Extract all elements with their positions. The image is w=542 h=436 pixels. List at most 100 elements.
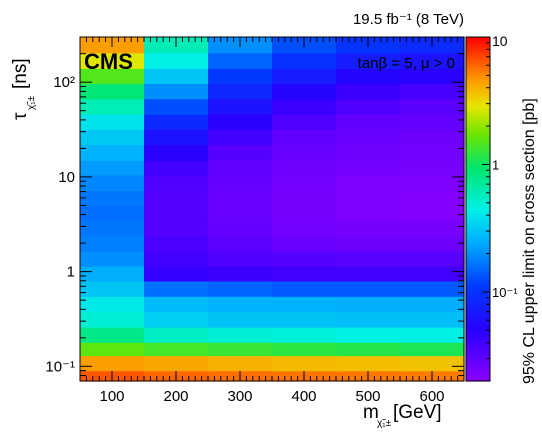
heatmap-cell: [400, 280, 465, 297]
heatmap-cell: [400, 83, 465, 100]
colorbar-step: [466, 57, 490, 60]
heatmap-cell: [272, 311, 337, 328]
colorbar-step: [466, 81, 490, 84]
colorbar-step: [466, 313, 490, 316]
heatmap-cell: [336, 311, 401, 328]
z-tick-label: 1: [492, 157, 499, 172]
colorbar-step: [466, 99, 490, 102]
x-tick-label: 300: [227, 388, 252, 405]
colorbar-step: [466, 61, 490, 64]
colorbar-step: [466, 351, 490, 354]
colorbar-step: [466, 201, 490, 204]
colorbar-step: [466, 127, 490, 130]
colorbar-step: [466, 375, 490, 378]
colorbar-step: [466, 55, 490, 58]
colorbar-step: [466, 79, 490, 82]
heatmap-cell: [272, 129, 337, 146]
heatmap-cell: [400, 129, 465, 146]
heatmap-cell: [208, 235, 273, 252]
heatmap-cell: [336, 265, 401, 282]
heatmap-cell: [208, 144, 273, 161]
colorbar-step: [466, 287, 490, 290]
colorbar-step: [466, 39, 490, 42]
colorbar-step: [466, 143, 490, 146]
heatmap-cell: [336, 355, 401, 372]
colorbar-step: [466, 215, 490, 218]
colorbar-step: [466, 255, 490, 258]
heatmap-cell: [400, 98, 465, 115]
heatmap-cell: [336, 144, 401, 161]
colorbar-step: [466, 213, 490, 216]
colorbar-step: [466, 319, 490, 322]
heatmap-cell: [336, 114, 401, 130]
colorbar-step: [466, 311, 490, 314]
x-tick-label: 600: [419, 388, 444, 405]
colorbar-step: [466, 371, 490, 374]
colorbar-step: [466, 259, 490, 262]
heatmap-cell: [272, 251, 337, 267]
heatmap-cell: [400, 235, 465, 252]
colorbar-step: [466, 331, 490, 334]
x-tick-label: 500: [355, 388, 380, 405]
colorbar-step: [466, 131, 490, 134]
heatmap-cell: [208, 129, 273, 146]
heatmap-cell: [400, 311, 465, 328]
colorbar-step: [466, 179, 490, 182]
colorbar-step: [466, 373, 490, 376]
colorbar-step: [466, 183, 490, 186]
heatmap-cell: [80, 174, 145, 192]
colorbar-step: [466, 41, 490, 44]
colorbar-step: [466, 203, 490, 206]
z-tick-label: 10: [492, 33, 508, 49]
colorbar-step: [466, 165, 490, 168]
colorbar-step: [466, 243, 490, 246]
colorbar-step: [466, 323, 490, 326]
heatmap-cell: [144, 355, 209, 372]
colorbar-step: [466, 295, 490, 298]
heatmap-cell: [400, 174, 465, 192]
colorbar-step: [466, 297, 490, 300]
colorbar-step: [466, 115, 490, 118]
heatmap-cell: [144, 265, 209, 282]
colorbar-step: [466, 237, 490, 240]
heatmap-cell: [272, 296, 337, 313]
heatmap-cell: [400, 160, 465, 176]
heatmap-cell: [144, 280, 209, 297]
colorbar-step: [466, 277, 490, 280]
colorbar-step: [466, 265, 490, 268]
heatmap-cell: [80, 52, 145, 69]
colorbar-step: [466, 301, 490, 304]
heatmap-cell: [336, 83, 401, 100]
heatmap-cell: [272, 327, 337, 343]
heatmap-cell: [272, 265, 337, 282]
heatmap-cell: [336, 52, 401, 69]
colorbar-step: [466, 177, 490, 180]
colorbar-step: [466, 347, 490, 350]
heatmap-cell: [144, 220, 209, 237]
colorbar-step: [466, 253, 490, 256]
colorbar-step: [466, 151, 490, 154]
heatmap-cell: [144, 114, 209, 130]
colorbar-step: [466, 353, 490, 356]
colorbar-step: [466, 227, 490, 230]
colorbar-step: [466, 317, 490, 320]
colorbar-step: [466, 189, 490, 192]
colorbar-step: [466, 337, 490, 340]
colorbar-step: [466, 205, 490, 208]
colorbar-step: [466, 207, 490, 210]
colorbar-step: [466, 141, 490, 144]
colorbar-step: [466, 121, 490, 124]
colorbar-step: [466, 299, 490, 302]
colorbar-step: [466, 361, 490, 364]
heatmap-cell: [80, 311, 145, 328]
colorbar-step: [466, 261, 490, 264]
heatmap-cell: [144, 144, 209, 161]
colorbar-step: [466, 153, 490, 156]
colorbar-step: [466, 117, 490, 120]
heatmap-cell: [272, 205, 337, 221]
colorbar-step: [466, 119, 490, 122]
colorbar-step: [466, 73, 490, 76]
heatmap-cell: [80, 265, 145, 282]
heatmap-cell: [208, 311, 273, 328]
heatmap-cell: [144, 342, 209, 357]
